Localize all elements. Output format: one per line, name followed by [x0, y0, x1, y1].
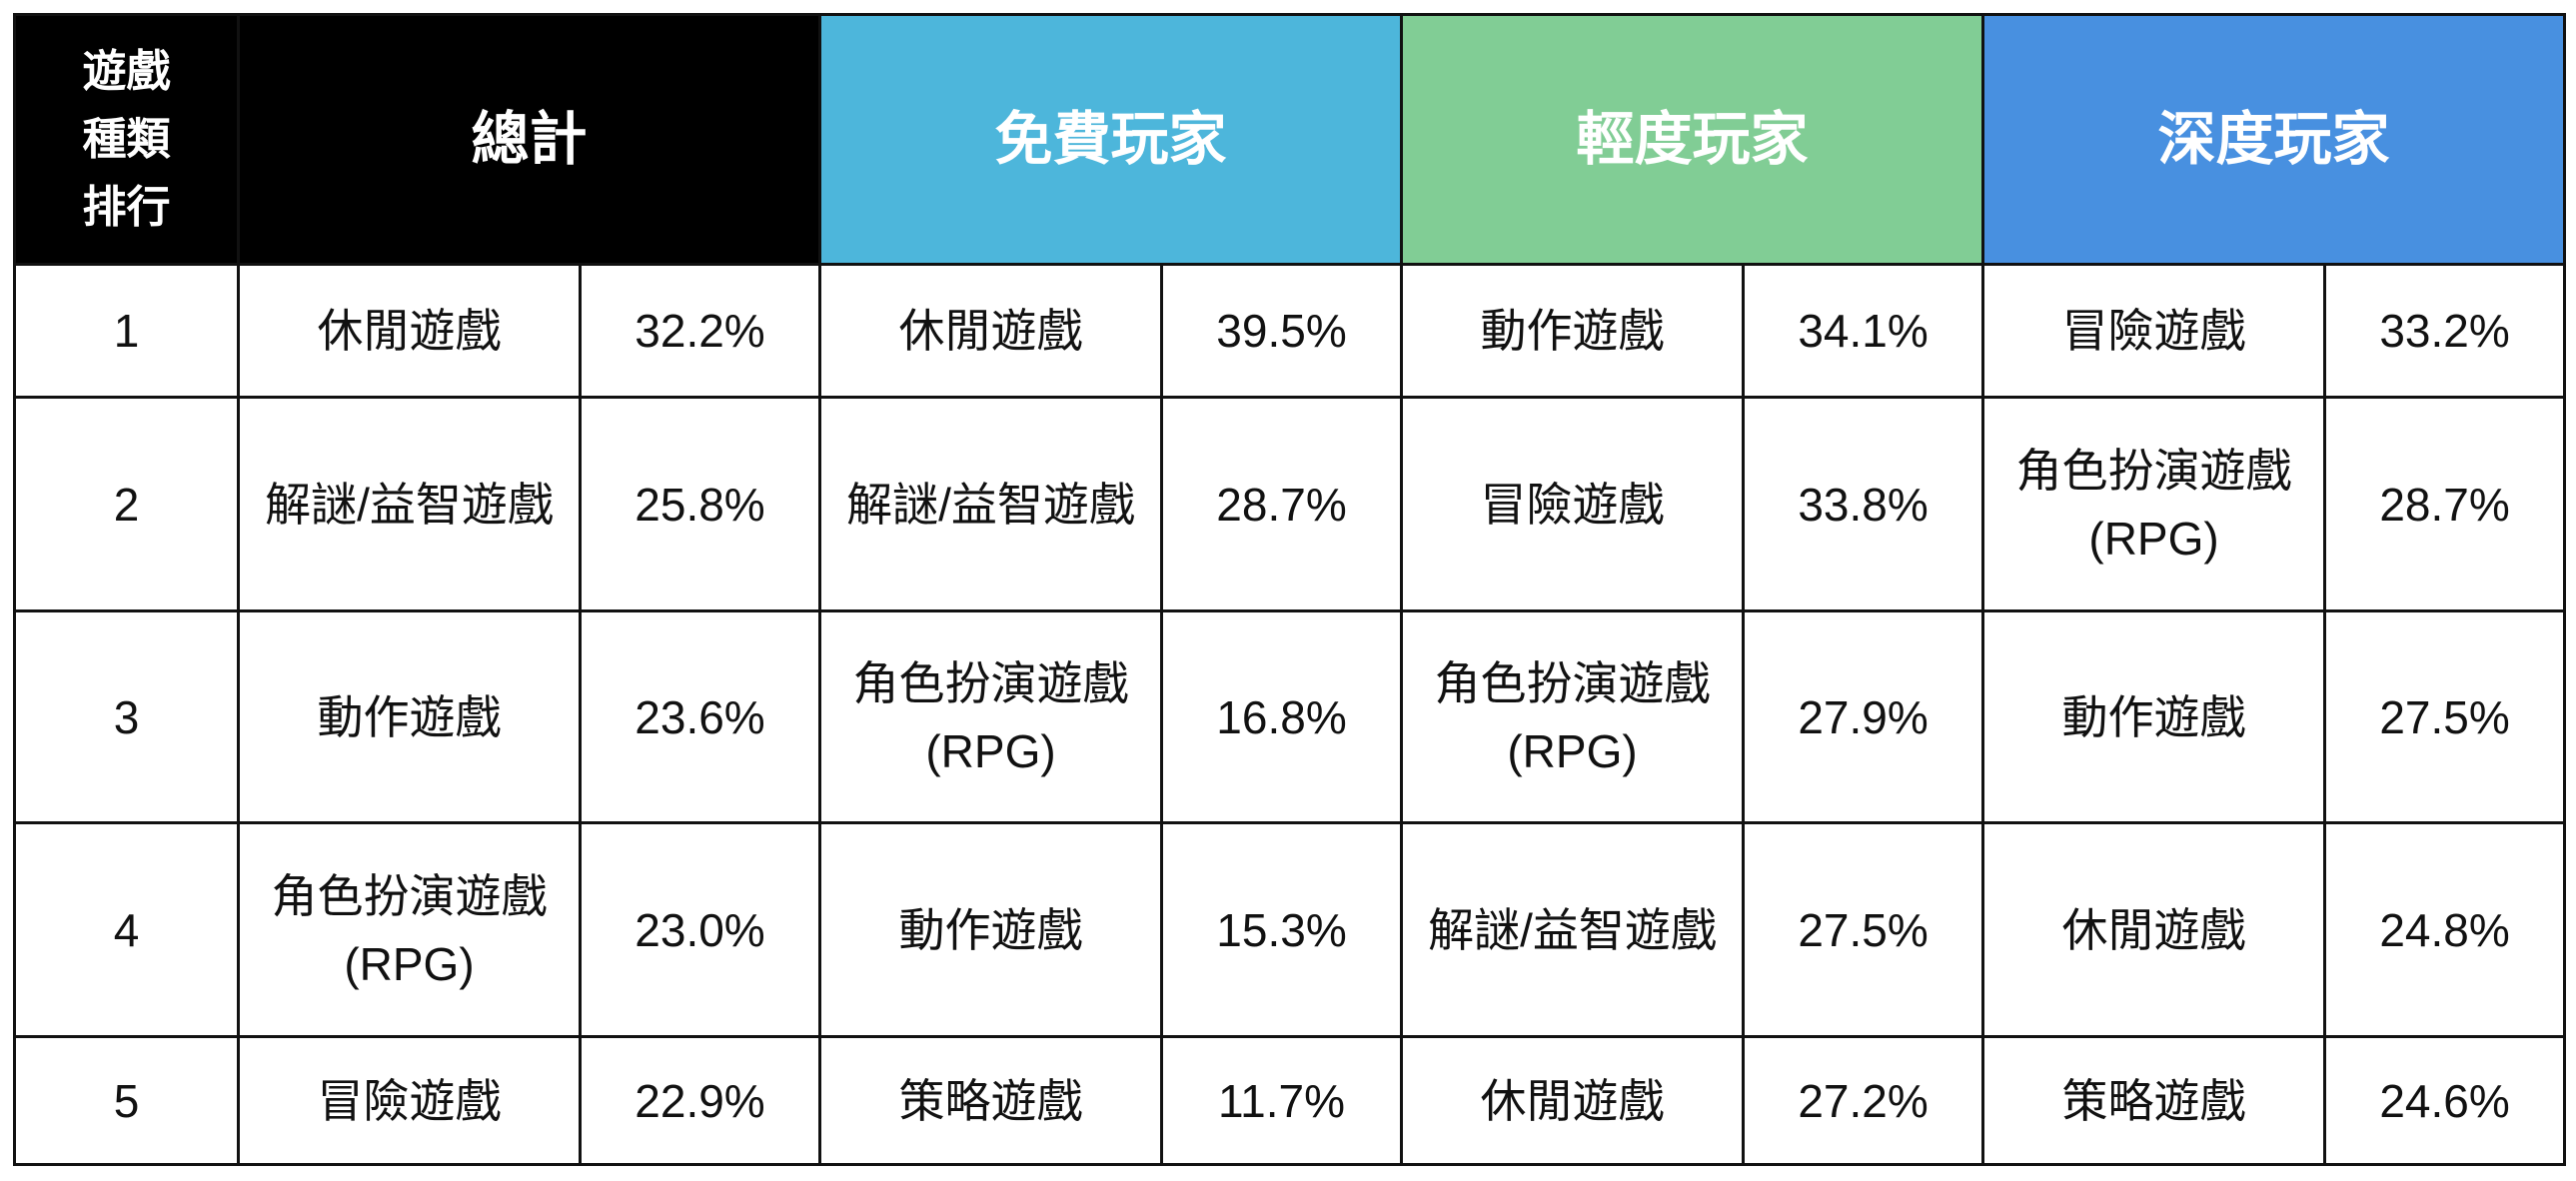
game-cell: 休閒遊戲: [818, 263, 1164, 399]
rank-cell: 3: [13, 609, 240, 824]
percent-cell: 33.8%: [1742, 396, 1985, 612]
percent-cell: 39.5%: [1160, 263, 1404, 399]
rank-cell: 2: [13, 396, 240, 612]
game-cell: 動作遊戲: [1981, 609, 2327, 824]
percent-cell: 15.3%: [1160, 821, 1404, 1038]
game-cell: 策略遊戲: [818, 1035, 1164, 1166]
rank-cell: 4: [13, 821, 240, 1038]
game-cell: 休閒遊戲: [237, 263, 582, 399]
game-cell: 休閒遊戲: [1981, 821, 2327, 1038]
rank-header-line: 排行: [82, 182, 171, 232]
percent-cell: 16.8%: [1160, 609, 1404, 824]
percent-cell: 32.2%: [578, 263, 822, 399]
table-row: 3 動作遊戲 23.6% 角色扮演遊戲 (RPG) 16.8% 角色扮演遊戲 (RPG) 2…: [13, 609, 2567, 824]
header-row: 遊戲 種類 排行 總計 免費玩家 輕度玩家 深度玩家: [13, 13, 2567, 266]
percent-cell: 24.8%: [2323, 821, 2567, 1038]
group-header: 深度玩家: [1981, 13, 2567, 266]
game-cell: 解謎/益智遊戲: [1400, 821, 1746, 1038]
percent-cell: 24.6%: [2323, 1035, 2567, 1166]
game-cell: 角色扮演遊戲 (RPG): [1981, 396, 2327, 612]
table-row: 5 冒險遊戲 22.9% 策略遊戲 11.7% 休閒遊戲 27.2% 策略遊戲 24.6%: [13, 1035, 2567, 1166]
percent-cell: 23.0%: [578, 821, 822, 1038]
game-cell: 冒險遊戲: [1400, 396, 1746, 612]
game-cell: 動作遊戲: [237, 609, 582, 824]
percent-cell: 23.6%: [578, 609, 822, 824]
percent-cell: 27.5%: [1742, 821, 1985, 1038]
rank-header-line: 種類: [82, 114, 171, 164]
game-cell: 策略遊戲: [1981, 1035, 2327, 1166]
percent-cell: 28.7%: [1160, 396, 1404, 612]
percent-cell: 27.2%: [1742, 1035, 1985, 1166]
table-row: 1 休閒遊戲 32.2% 休閒遊戲 39.5% 動作遊戲 34.1% 冒險遊戲 33.2%: [13, 263, 2567, 399]
game-cell: 角色扮演遊戲 (RPG): [1400, 609, 1746, 824]
percent-cell: 25.8%: [578, 396, 822, 612]
percent-cell: 27.5%: [2323, 609, 2567, 824]
percent-cell: 33.2%: [2323, 263, 2567, 399]
game-cell: 休閒遊戲: [1400, 1035, 1746, 1166]
rank-header: 遊戲 種類 排行: [13, 13, 240, 266]
table-body: 1 休閒遊戲 32.2% 休閒遊戲 39.5% 動作遊戲 34.1% 冒險遊戲 33.2% 2 解謎…: [13, 263, 2567, 1166]
game-cell: 冒險遊戲: [1981, 263, 2327, 399]
game-cell: 動作遊戲: [818, 821, 1164, 1038]
group-header: 總計: [236, 13, 822, 266]
rank-cell: 1: [13, 263, 240, 399]
percent-cell: 27.9%: [1742, 609, 1985, 824]
rank-cell: 5: [13, 1035, 240, 1166]
game-cell: 動作遊戲: [1400, 263, 1746, 399]
table-row: 4 角色扮演遊戲 (RPG) 23.0% 動作遊戲 15.3% 解謎/益智遊戲 27.5% 休…: [13, 821, 2567, 1038]
rank-header-line: 遊戲: [82, 46, 171, 96]
group-header: 免費玩家: [818, 13, 1404, 266]
game-cell: 解謎/益智遊戲: [237, 396, 582, 612]
percent-cell: 28.7%: [2323, 396, 2567, 612]
percent-cell: 22.9%: [578, 1035, 822, 1166]
game-cell: 角色扮演遊戲 (RPG): [818, 609, 1164, 824]
game-cell: 冒險遊戲: [237, 1035, 582, 1166]
game-cell: 解謎/益智遊戲: [818, 396, 1164, 612]
group-header: 輕度玩家: [1400, 13, 1985, 266]
table-row: 2 解謎/益智遊戲 25.8% 解謎/益智遊戲 28.7% 冒險遊戲 33.8% 角色扮演遊戲…: [13, 396, 2567, 612]
ranking-table: 遊戲 種類 排行 總計 免費玩家 輕度玩家 深度玩家 1 休閒遊戲 32.2% 休閒遊戲 39.5%…: [13, 13, 2567, 1166]
game-cell: 角色扮演遊戲 (RPG): [237, 821, 582, 1038]
percent-cell: 34.1%: [1742, 263, 1985, 399]
percent-cell: 11.7%: [1160, 1035, 1404, 1166]
